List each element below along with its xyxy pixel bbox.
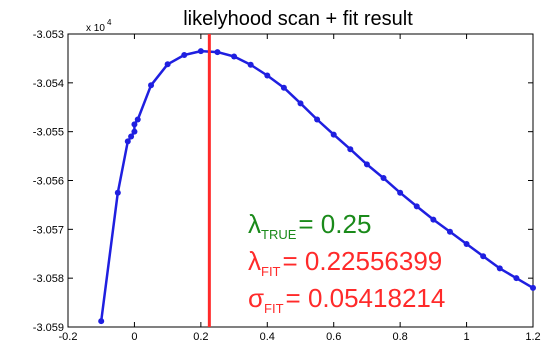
scan-point (98, 318, 105, 325)
y-tick-label: -3.053 (33, 29, 64, 41)
annotation-value: = 0.05418214 (286, 283, 446, 313)
scan-point (148, 82, 155, 89)
scan-point (214, 49, 221, 56)
x-tick-label: -0.2 (59, 331, 78, 343)
annotation-text: λFIT= 0.22556399 (248, 246, 442, 279)
scan-point (131, 128, 138, 135)
annotation-symbol: σ (248, 283, 264, 313)
scan-point (380, 175, 387, 182)
scan-point (131, 121, 138, 128)
plot-area (67, 33, 536, 328)
scan-point (397, 189, 404, 196)
x-tick-label: 0.8 (392, 331, 407, 343)
annotation-subscript: FIT (261, 264, 281, 279)
y-tick-label: -3.058 (33, 273, 64, 285)
scan-point (231, 53, 238, 60)
annotation-symbol: λ (248, 209, 261, 239)
x-tick-label: 0 (131, 331, 137, 343)
scan-point (530, 284, 536, 291)
y-tick-label: -3.059 (33, 322, 64, 334)
annotation-text: λTRUE= 0.25 (248, 209, 371, 242)
scan-point (134, 116, 141, 123)
annotation-subscript: FIT (264, 301, 284, 316)
annotation-subscript: TRUE (261, 227, 297, 242)
annotation-symbol: λ (248, 246, 261, 276)
annotation-value: = 0.25 (298, 209, 371, 239)
scan-point (347, 146, 354, 153)
scan-point (463, 240, 470, 247)
scan-line (99, 49, 534, 322)
y-tick-label: -3.055 (33, 127, 64, 139)
scan-point (197, 48, 204, 55)
fit-annotation: σFIT= 0.05418214 (248, 283, 445, 316)
scan-point (314, 116, 321, 123)
scan-point (280, 84, 287, 91)
x-tick-label: 0.2 (193, 331, 208, 343)
scan-point (430, 216, 437, 223)
scan-point (114, 189, 121, 196)
y-axis-ticks: -3.059 -3.058 -3.057 -3.056 -3.055 -3.054 -3.0… (33, 29, 533, 334)
scan-point (480, 253, 487, 260)
scan-point (297, 100, 304, 107)
chart-title: likelyhood scan + fit result (183, 8, 413, 30)
scan-point (513, 275, 520, 282)
y-axis-exponent: x 10 4 (86, 18, 112, 34)
scan-point (330, 131, 337, 138)
scan-point (128, 133, 135, 140)
scan-point (181, 51, 188, 58)
scan-point (496, 265, 503, 272)
y-tick-label: -3.056 (33, 176, 64, 188)
x-tick-label: 1.2 (525, 331, 540, 343)
fit-annotation: λFIT= 0.22556399 (248, 246, 442, 279)
scan-point (413, 203, 420, 210)
scan-point (164, 61, 171, 68)
scan-point (247, 61, 254, 68)
annotation-value: = 0.22556399 (283, 246, 443, 276)
scan-point (363, 161, 370, 168)
y-axis-exponent-base: x 10 (86, 23, 105, 34)
annotation-text: σFIT= 0.05418214 (248, 283, 445, 316)
fit-annotation: λTRUE= 0.25 (248, 209, 371, 242)
scan-point (446, 228, 453, 235)
x-axis-ticks: -0.2 0 0.2 0.4 0.6 0.8 1 1.2 (59, 34, 541, 343)
y-tick-label: -3.054 (33, 78, 64, 90)
y-axis-exponent-power: 4 (107, 18, 112, 27)
x-tick-label: 1 (464, 331, 470, 343)
y-tick-label: -3.057 (33, 224, 64, 236)
x-tick-label: 0.4 (260, 331, 275, 343)
scan-point (264, 72, 271, 79)
scan-point (124, 138, 131, 145)
x-tick-label: 0.6 (326, 331, 341, 343)
